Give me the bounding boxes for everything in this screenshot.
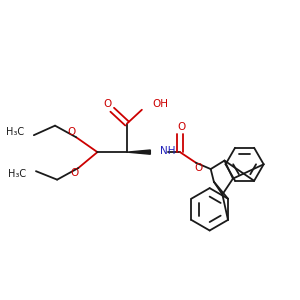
Text: O: O — [194, 163, 202, 173]
Text: H₃C: H₃C — [6, 127, 24, 137]
Text: H₃C: H₃C — [8, 169, 26, 179]
Text: OH: OH — [152, 100, 169, 110]
Text: O: O — [70, 168, 78, 178]
Text: O: O — [104, 100, 112, 110]
Polygon shape — [127, 150, 150, 154]
Text: O: O — [68, 127, 76, 137]
Text: NH: NH — [160, 146, 176, 156]
Text: O: O — [177, 122, 185, 132]
